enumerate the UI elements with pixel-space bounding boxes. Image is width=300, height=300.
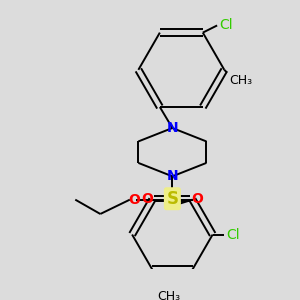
Text: Cl: Cl: [226, 227, 240, 242]
Text: S: S: [167, 190, 178, 208]
Text: O: O: [191, 192, 203, 206]
Text: CH₃: CH₃: [229, 74, 252, 87]
Text: O: O: [128, 193, 140, 207]
Text: N: N: [167, 121, 178, 135]
Text: CH₃: CH₃: [157, 290, 180, 300]
Text: Cl: Cl: [219, 18, 232, 32]
Text: O: O: [141, 192, 153, 206]
Text: N: N: [167, 169, 178, 183]
